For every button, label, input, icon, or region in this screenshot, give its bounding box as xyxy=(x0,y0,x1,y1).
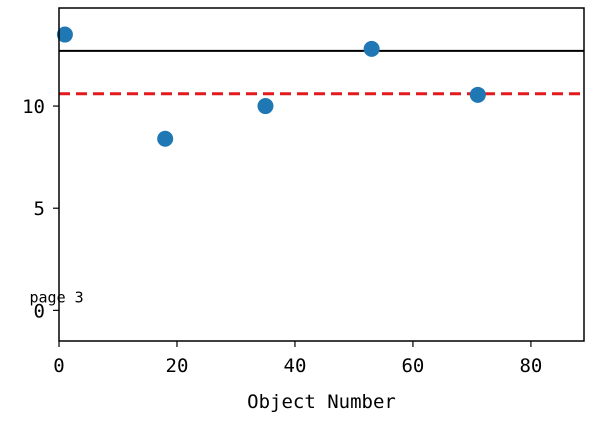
data-point-1 xyxy=(56,26,73,43)
data-point-5 xyxy=(469,86,486,103)
y-tick-label: 5 xyxy=(34,198,45,220)
x-tick-label: 0 xyxy=(53,355,64,377)
plot-frame xyxy=(58,7,585,342)
data-point-3 xyxy=(257,98,274,115)
data-points xyxy=(56,26,486,147)
reference-lines xyxy=(59,49,584,96)
page-annotation: page 3 xyxy=(30,288,84,306)
x-tick-label: 40 xyxy=(284,355,307,377)
x-tick-label: 60 xyxy=(401,355,424,377)
y-tick-label: 10 xyxy=(22,96,45,118)
data-point-2 xyxy=(157,130,174,147)
y-axis-ticks: 0 5 10 xyxy=(22,96,59,322)
x-axis-label: Object Number xyxy=(247,391,396,413)
data-point-4 xyxy=(363,40,380,57)
x-tick-label: 20 xyxy=(166,355,189,377)
x-axis-ticks: 0 20 40 60 80 xyxy=(53,341,542,377)
y-tick-label: 0 xyxy=(34,300,45,322)
x-tick-label: 80 xyxy=(519,355,542,377)
